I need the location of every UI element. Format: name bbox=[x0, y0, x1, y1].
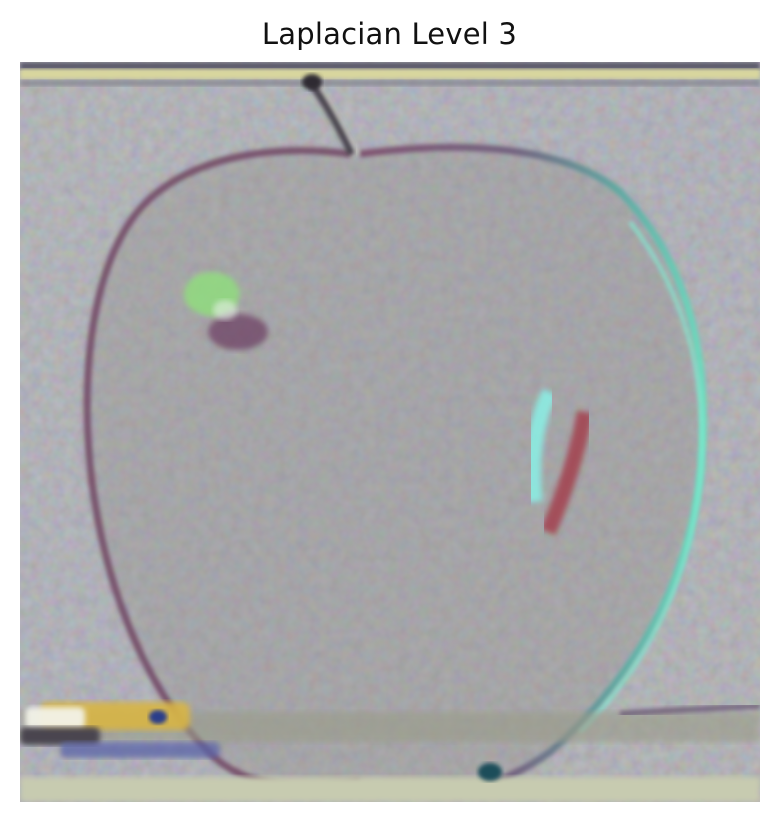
laplacian-image-canvas bbox=[20, 62, 760, 802]
right-table-line bbox=[619, 703, 760, 717]
laplacian-image bbox=[20, 62, 760, 802]
apple-outline-right-glow bbox=[578, 220, 705, 734]
left-spot-purple bbox=[208, 314, 268, 350]
lower-left-blue-dot bbox=[149, 710, 167, 724]
left-spot-light bbox=[213, 300, 237, 320]
apple-body bbox=[87, 147, 704, 791]
top-edge-band bbox=[20, 62, 760, 70]
lower-left-blue-band bbox=[60, 742, 220, 758]
apple-outline bbox=[83, 147, 361, 791]
top-edge-highlight bbox=[20, 69, 760, 79]
apple-stem-light bbox=[318, 85, 360, 155]
bottom-edge-light bbox=[20, 777, 760, 802]
lower-left-dark bbox=[20, 727, 100, 745]
bottom-teal-dot bbox=[478, 763, 502, 781]
top-edge-shadow bbox=[20, 80, 760, 86]
right-highlight-red bbox=[540, 410, 593, 536]
right-highlight-cyan bbox=[525, 388, 558, 503]
figure-title: Laplacian Level 3 bbox=[261, 17, 518, 51]
lower-left-white bbox=[25, 707, 85, 729]
stem-top bbox=[302, 74, 322, 90]
